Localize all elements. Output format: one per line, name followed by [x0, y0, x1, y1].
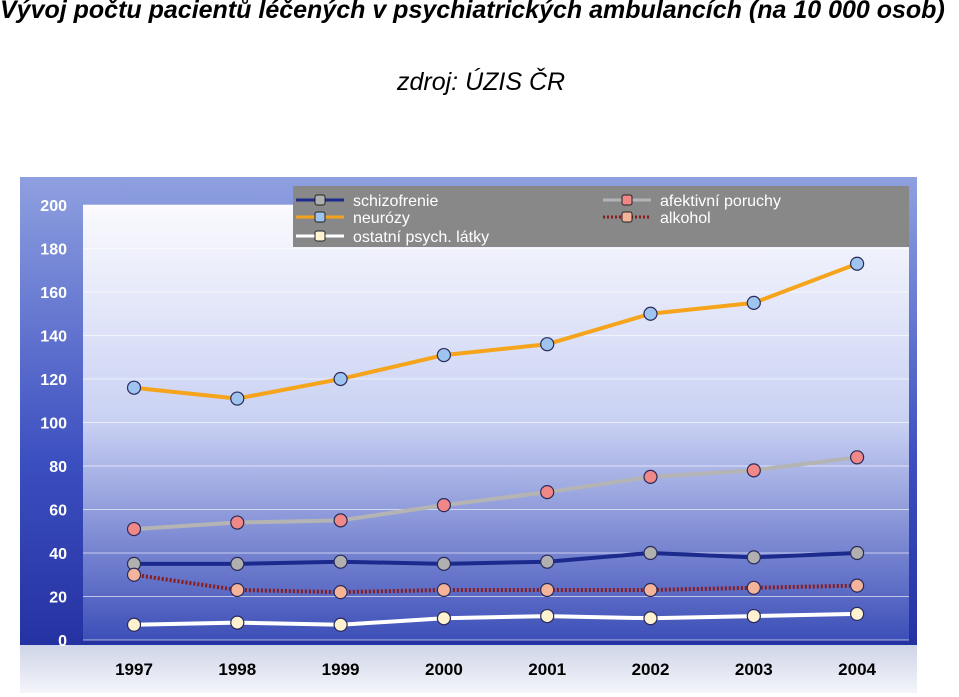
y-tick-label: 100 [40, 416, 67, 433]
data-point [643, 611, 658, 626]
y-tick-label: 60 [49, 503, 67, 520]
x-axis-ticks: 1997 1998 1999 2000 2001 2002 2003 2004 [115, 660, 876, 679]
source-note: zdroj: ÚZIS ČR [397, 68, 566, 96]
data-point [540, 608, 555, 624]
series-line [133, 455, 858, 532]
data-point [436, 556, 451, 571]
x-tick-label: 2000 [425, 660, 463, 679]
series-neurozy [126, 256, 865, 406]
legend-item-ostatni-psych-latky: ostatní psych. látky [296, 229, 489, 246]
data-point [746, 295, 761, 310]
data-point [643, 582, 658, 598]
data-point [746, 463, 761, 478]
legend-label: alkohol [660, 210, 711, 227]
y-tick-label: 20 [49, 590, 67, 607]
data-point [333, 585, 348, 600]
data-point [230, 391, 245, 406]
legend-swatch-marker [314, 211, 326, 223]
data-point [126, 567, 142, 582]
data-point [849, 545, 865, 561]
data-point [643, 545, 658, 561]
legend-swatch-marker [314, 230, 326, 242]
series-line [133, 572, 858, 595]
series-alkohol [126, 567, 865, 600]
data-point [126, 617, 142, 632]
legend-swatch-marker [314, 194, 326, 206]
x-tick-label: 2004 [838, 660, 876, 679]
data-point [643, 469, 658, 484]
y-tick-label: 0 [58, 633, 67, 650]
series-line [134, 551, 858, 566]
data-point [540, 554, 555, 569]
x-tick-label: 1999 [322, 660, 360, 679]
data-point [540, 485, 555, 500]
legend-item-afektivni-poruchy: afektivní poruchy [603, 193, 781, 210]
data-point [849, 450, 865, 465]
legend-item-schizofrenie: schizofrenie [296, 193, 438, 210]
data-point [436, 498, 451, 513]
data-point [436, 611, 451, 626]
series-afektivni-poruchy [126, 450, 865, 537]
y-tick-label: 200 [40, 198, 67, 215]
y-tick-label: 40 [49, 546, 67, 563]
data-point [849, 606, 865, 622]
data-point [540, 337, 555, 352]
data-point [746, 550, 761, 565]
series-line [133, 611, 858, 627]
y-tick-label: 160 [40, 285, 67, 302]
x-tick-label: 2001 [528, 660, 566, 679]
data-point [230, 515, 245, 530]
data-point [126, 380, 142, 395]
y-tick-label: 140 [40, 329, 67, 346]
data-point [746, 580, 761, 595]
legend-label: schizofrenie [353, 193, 438, 210]
legend-label: ostatní psych. látky [353, 229, 489, 246]
data-point [746, 608, 761, 624]
x-axis-band [20, 645, 917, 693]
data-point [643, 306, 658, 321]
legend-item-neurozy: neurózy [296, 210, 410, 227]
data-point [126, 521, 142, 537]
series-lines [126, 256, 865, 632]
y-tick-label: 80 [49, 459, 67, 476]
x-tick-label: 2002 [632, 660, 670, 679]
legend-label: neurózy [353, 210, 410, 227]
series-ostatni-psych-latky [126, 606, 865, 632]
data-point [436, 347, 451, 363]
legend-label: afektivní poruchy [660, 193, 781, 210]
data-point [230, 556, 245, 571]
data-point [333, 554, 348, 569]
data-point [436, 582, 451, 598]
legend-box [293, 186, 909, 247]
series-schizofrenie [126, 545, 865, 571]
data-point [849, 256, 865, 271]
x-tick-label: 2003 [735, 660, 773, 679]
y-axis-ticks: 0 20 40 60 80 100 120 140 160 180 200 [40, 198, 67, 650]
data-point [333, 617, 348, 632]
data-point [849, 578, 865, 593]
x-tick-label: 1998 [218, 660, 256, 679]
x-tick-label: 1997 [115, 660, 153, 679]
data-point [540, 582, 555, 598]
legend-item-alkohol: alkohol [603, 210, 711, 227]
page-title: Vývoj počtu pacientů léčených v psychiat… [0, 0, 945, 24]
data-point [230, 615, 245, 630]
y-tick-label: 120 [40, 372, 67, 389]
data-point [333, 371, 348, 387]
y-tick-label: 180 [40, 242, 67, 259]
legend-swatch-marker [621, 194, 633, 206]
data-point [230, 582, 245, 598]
series-line [133, 261, 858, 401]
legend-swatch-marker [621, 211, 633, 223]
data-point [333, 513, 348, 528]
